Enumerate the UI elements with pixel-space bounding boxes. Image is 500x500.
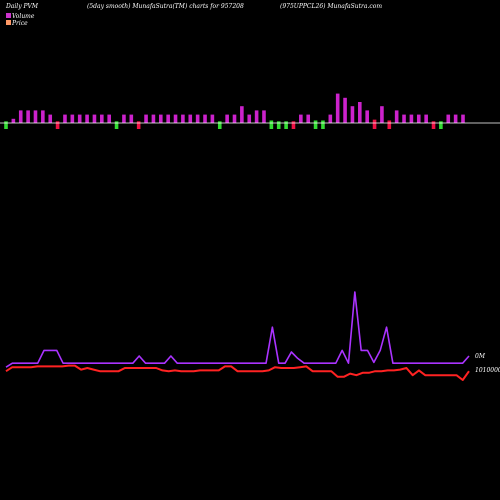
legend-price-label: Price	[11, 20, 28, 27]
axis-label-upper: 0M	[475, 353, 486, 360]
volume-bar	[402, 115, 406, 123]
volume-bar	[181, 115, 185, 123]
volume-bar	[417, 115, 421, 123]
volume-bar	[270, 120, 274, 129]
volume-bar	[387, 120, 391, 129]
volume-bar	[130, 115, 134, 123]
volume-bar	[365, 110, 369, 123]
volume-bar	[19, 110, 23, 123]
volume-bar	[351, 106, 355, 123]
volume-bar	[395, 110, 399, 123]
volume-bar	[321, 120, 325, 129]
legend-volume-label: Volume	[12, 13, 35, 20]
volume-bar	[48, 115, 52, 123]
volume-bar	[240, 106, 244, 123]
volume-bar	[284, 121, 288, 129]
legend-volume-swatch	[6, 13, 11, 18]
volume-bar	[203, 115, 207, 123]
volume-bar	[262, 110, 266, 123]
legend-price-swatch	[6, 20, 11, 25]
volume-bar	[424, 115, 428, 123]
volume-bar	[233, 115, 237, 123]
volume-bar	[306, 115, 310, 123]
volume-bar	[218, 121, 222, 129]
header-center: (5day smooth) MunafaSutra(TM) charts for…	[87, 3, 244, 10]
volume-bar	[410, 115, 414, 123]
volume-bar	[380, 106, 384, 123]
volume-bar	[358, 102, 362, 123]
volume-bar	[159, 115, 163, 123]
volume-bar	[100, 115, 104, 123]
volume-bar	[196, 115, 200, 123]
volume-bar	[247, 115, 251, 123]
volume-bar	[63, 115, 67, 123]
volume-bar	[4, 121, 8, 129]
volume-bar	[71, 115, 75, 123]
volume-bar	[329, 115, 333, 123]
volume-bar	[93, 115, 97, 123]
volume-bar	[439, 121, 443, 129]
header-right: (975UPPCL26) MunafaSutra.com	[280, 3, 382, 10]
volume-bar	[34, 110, 38, 123]
volume-bar	[107, 115, 111, 123]
volume-bar	[12, 119, 16, 123]
volume-bar	[56, 121, 60, 129]
volume-bar	[78, 115, 82, 123]
volume-bar	[174, 115, 178, 123]
volume-bar	[26, 110, 30, 123]
volume-bar	[454, 115, 458, 123]
volume-bar	[461, 115, 465, 123]
volume-bar	[432, 121, 436, 129]
volume-bar	[292, 121, 296, 129]
header-left: Daily PVM	[5, 3, 39, 10]
volume-bar	[41, 110, 45, 123]
volume-bar	[144, 115, 148, 123]
volume-bar	[343, 98, 347, 123]
volume-bar	[122, 115, 126, 123]
volume-bar	[115, 121, 119, 129]
volume-bar	[277, 121, 281, 129]
volume-bar	[299, 115, 303, 123]
axis-label-lower: 1010000	[475, 367, 500, 374]
volume-bar	[188, 115, 192, 123]
volume-bar	[255, 110, 259, 123]
volume-bar	[166, 115, 170, 123]
volume-bar	[85, 115, 89, 123]
volume-bar	[336, 94, 340, 123]
volume-bar	[152, 115, 156, 123]
volume-bar	[211, 115, 215, 123]
volume-bar	[225, 115, 229, 123]
volume-bar	[137, 121, 141, 129]
volume-bar	[373, 120, 377, 129]
volume-bar	[446, 115, 450, 123]
volume-bar	[314, 120, 318, 129]
